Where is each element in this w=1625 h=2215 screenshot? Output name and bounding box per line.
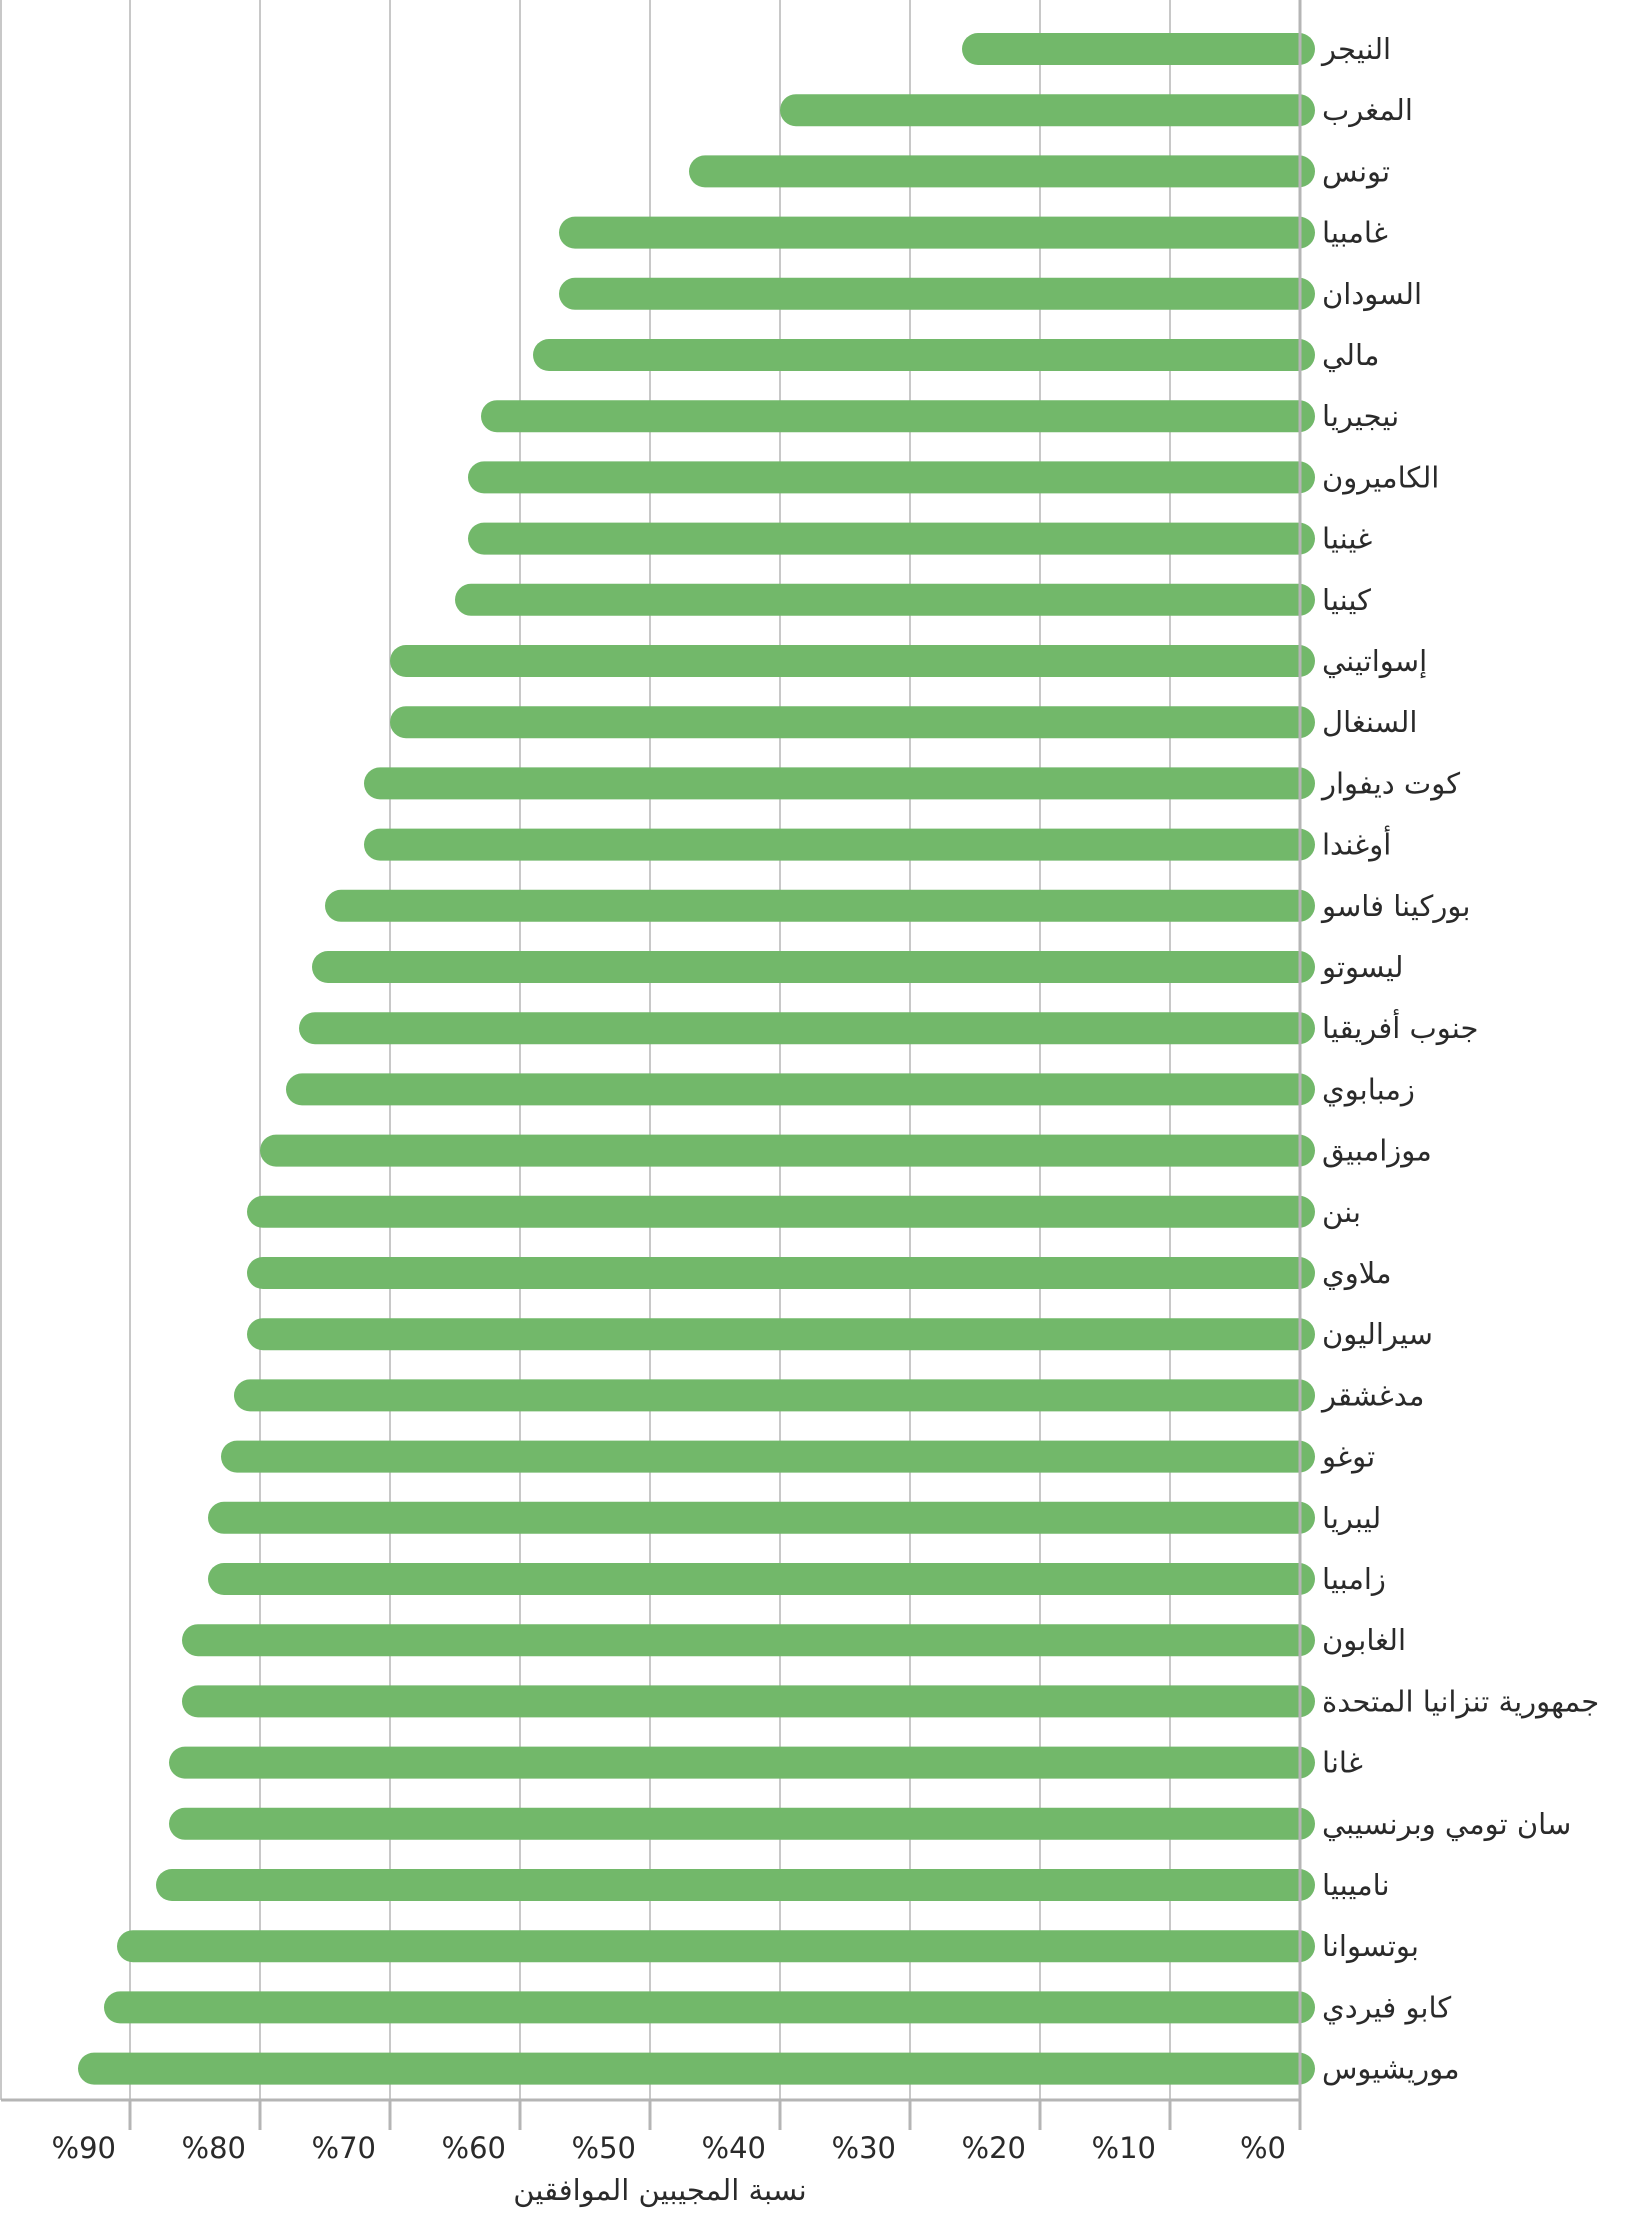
category-label: كابو فيردي bbox=[1322, 1990, 1451, 2024]
category-label: زمبابوي bbox=[1322, 1072, 1415, 1106]
x-tick-label: %40 bbox=[702, 2131, 766, 2165]
category-label: نيجيريا bbox=[1322, 399, 1399, 433]
x-tick-label: %50 bbox=[572, 2131, 636, 2165]
category-label: أوغندا bbox=[1322, 825, 1391, 862]
category-label: السودان bbox=[1322, 277, 1422, 311]
gridlines bbox=[0, 0, 1171, 2100]
bars bbox=[78, 33, 1315, 2085]
category-label: ملاوي bbox=[1322, 1256, 1392, 1290]
category-label: سان تومي وبرنسيبي bbox=[1322, 1807, 1571, 1842]
category-label: السنغال bbox=[1322, 705, 1417, 739]
category-label: ليبريا bbox=[1322, 1501, 1381, 1535]
category-label: ناميبيا bbox=[1322, 1868, 1390, 1902]
category-label: الغابون bbox=[1322, 1623, 1406, 1657]
category-label: بوتسوانا bbox=[1322, 1929, 1419, 1963]
category-label: المغرب bbox=[1322, 93, 1413, 127]
category-label: غينيا bbox=[1322, 522, 1372, 556]
category-label: كينيا bbox=[1322, 583, 1371, 617]
category-label: إسواتيني bbox=[1322, 644, 1427, 679]
x-tick-label: %10 bbox=[1092, 2131, 1156, 2165]
category-label: غانا bbox=[1322, 1746, 1363, 1780]
category-label: بنن bbox=[1322, 1195, 1361, 1229]
category-label: تونس bbox=[1322, 154, 1390, 188]
x-tick-label: %90 bbox=[52, 2131, 116, 2165]
x-tick-label: %20 bbox=[962, 2131, 1026, 2165]
category-label: غامبيا bbox=[1322, 216, 1388, 250]
category-label: مدغشقر bbox=[1320, 1378, 1424, 1412]
category-label: النيجر bbox=[1320, 32, 1391, 66]
category-label: جمهورية تنزانيا المتحدة bbox=[1322, 1684, 1599, 1718]
category-label: موزامبيق bbox=[1322, 1134, 1432, 1168]
category-label: الكاميرون bbox=[1322, 460, 1439, 494]
x-tick-label: %80 bbox=[182, 2131, 246, 2165]
category-label: زامبيا bbox=[1322, 1562, 1386, 1596]
x-tick-label: %60 bbox=[442, 2131, 506, 2165]
category-label: كوت ديفوار bbox=[1320, 766, 1460, 800]
x-axis-title: نسبة المجيبين الموافقين bbox=[513, 2173, 806, 2207]
x-tick-label: %0 bbox=[1240, 2131, 1286, 2165]
category-label: توغو bbox=[1320, 1440, 1375, 1474]
category-label: جنوب أفريقيا bbox=[1322, 1008, 1478, 1045]
category-label: ليسوتو bbox=[1320, 950, 1404, 984]
category-label: بوركينا فاسو bbox=[1320, 889, 1470, 923]
category-labels: النيجر المغرب تونس غامبيا السودان مالي نيجيريا… bbox=[1320, 32, 1599, 2086]
category-label: موريشيوس bbox=[1322, 2052, 1460, 2086]
x-tick-label: %30 bbox=[832, 2131, 896, 2165]
category-label: مالي bbox=[1322, 338, 1379, 373]
x-axis: %0 %10 %20 %30 %40 %50 %60 %70 %80 %90 bbox=[1, 0, 1302, 2165]
x-tick-label: %70 bbox=[312, 2131, 376, 2165]
category-label: سيراليون bbox=[1322, 1317, 1433, 1351]
